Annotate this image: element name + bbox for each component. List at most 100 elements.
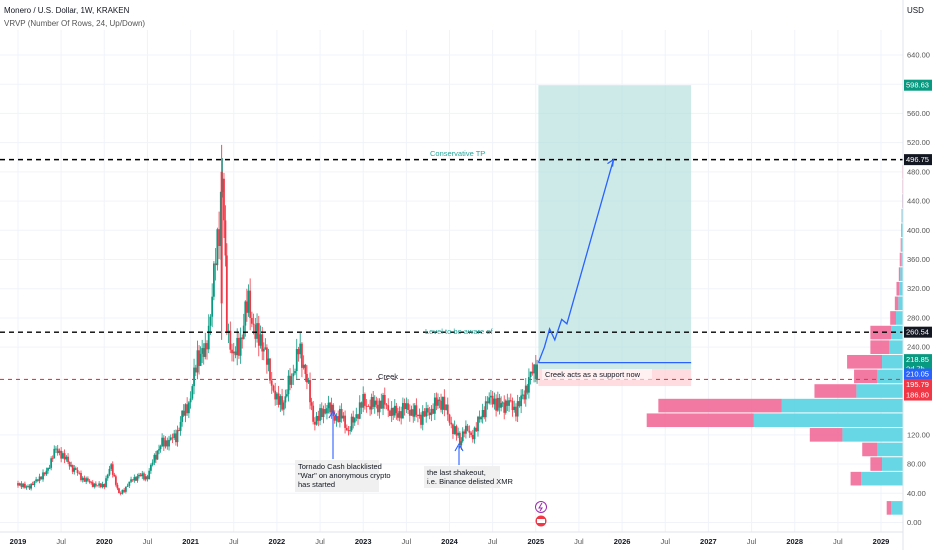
price-tag-current: 218.85 bbox=[906, 355, 929, 364]
candle-body bbox=[375, 401, 377, 405]
candle-body bbox=[49, 468, 51, 469]
candle-body bbox=[425, 408, 427, 416]
candle-body bbox=[147, 476, 149, 479]
candle-body bbox=[42, 472, 44, 479]
candle-body bbox=[328, 403, 330, 408]
candle-body bbox=[449, 415, 451, 423]
candle-body bbox=[87, 478, 89, 480]
candle-body bbox=[19, 483, 21, 485]
candle-body bbox=[380, 401, 382, 409]
take-profit-zone[interactable] bbox=[538, 85, 691, 369]
candle-body bbox=[427, 408, 429, 412]
time-tick-label: 2025 bbox=[527, 537, 544, 546]
candle-body bbox=[118, 488, 120, 493]
symbol-title[interactable]: Monero / U.S. Dollar, 1W, KRAKEN bbox=[4, 6, 129, 15]
candles-series bbox=[17, 145, 538, 495]
candle-body bbox=[191, 386, 193, 398]
candle-body bbox=[443, 397, 445, 410]
candle-body bbox=[93, 484, 95, 487]
vp-bar-up bbox=[877, 370, 903, 384]
candle-body bbox=[372, 397, 374, 407]
vp-bar-up bbox=[896, 311, 903, 325]
candle-body bbox=[210, 317, 212, 326]
candle-body bbox=[177, 430, 179, 442]
candle-body bbox=[258, 323, 260, 346]
candle-body bbox=[447, 405, 449, 415]
candle-body bbox=[141, 473, 143, 476]
price-tag-tp: 496.75 bbox=[906, 155, 929, 164]
vp-bar-up bbox=[782, 399, 903, 413]
candle-body bbox=[500, 403, 502, 408]
candle-body bbox=[437, 400, 439, 406]
candle-body bbox=[64, 453, 66, 459]
candle-body bbox=[367, 406, 369, 407]
candle-body bbox=[488, 397, 490, 403]
candle-body bbox=[465, 426, 467, 434]
candle-body bbox=[470, 433, 472, 435]
candle-body bbox=[47, 468, 49, 471]
candle-body bbox=[218, 229, 220, 246]
time-tick-label: 2023 bbox=[355, 537, 372, 546]
candle-body bbox=[46, 471, 48, 475]
candle-body bbox=[472, 435, 474, 439]
shakeout-note-line: the last shakeout, bbox=[427, 468, 486, 477]
candle-body bbox=[148, 471, 150, 479]
candle-body bbox=[382, 395, 384, 409]
indicator-label[interactable]: VRVP (Number Of Rows, 24, Up/Down) bbox=[4, 19, 145, 28]
candle-body bbox=[57, 449, 59, 453]
candle-body bbox=[407, 403, 409, 410]
candle-body bbox=[392, 408, 394, 416]
candle-body bbox=[233, 352, 235, 354]
candle-body bbox=[434, 398, 436, 414]
candle-body bbox=[477, 417, 479, 431]
candle-body bbox=[145, 476, 147, 479]
candle-body bbox=[493, 399, 495, 405]
candle-body bbox=[308, 380, 310, 382]
candle-body bbox=[89, 481, 91, 482]
candle-body bbox=[411, 409, 413, 416]
time-tick-label: 2022 bbox=[269, 537, 286, 546]
candle-body bbox=[474, 428, 476, 439]
candle-body bbox=[44, 472, 46, 474]
candle-body bbox=[117, 485, 119, 489]
candle-body bbox=[492, 396, 494, 405]
candle-body bbox=[303, 365, 305, 368]
time-tick-label: 2021 bbox=[182, 537, 199, 546]
vp-bar-up bbox=[856, 384, 903, 398]
price-tick-label: 240.00 bbox=[907, 343, 930, 352]
vp-bar-up bbox=[861, 472, 903, 486]
vp-bar-down bbox=[851, 472, 861, 486]
candle-body bbox=[60, 451, 62, 459]
time-tick-label: Jul bbox=[574, 537, 584, 546]
candle-body bbox=[422, 411, 424, 425]
candle-body bbox=[299, 344, 301, 355]
price-tick-label: 280.00 bbox=[907, 313, 930, 322]
candle-body bbox=[289, 376, 291, 385]
candle-body bbox=[505, 401, 507, 413]
candle-body bbox=[72, 465, 74, 472]
price-tick-label: 520.00 bbox=[907, 138, 930, 147]
candle-body bbox=[112, 464, 114, 475]
candle-body bbox=[269, 359, 271, 381]
vp-bar-down bbox=[870, 340, 889, 354]
lightning-icon[interactable] bbox=[536, 502, 547, 513]
price-axis: USD0.0040.0080.00120.00240.00280.00320.0… bbox=[903, 0, 932, 550]
candle-body bbox=[84, 478, 86, 482]
candle-body bbox=[412, 409, 414, 416]
candle-body bbox=[452, 424, 454, 434]
candle-body bbox=[399, 411, 401, 418]
candle-body bbox=[296, 349, 298, 371]
candle-body bbox=[467, 426, 469, 431]
candle-body bbox=[346, 428, 348, 430]
candle-body bbox=[457, 433, 459, 436]
candle-body bbox=[152, 463, 154, 465]
candle-body bbox=[334, 416, 336, 421]
chart-grid bbox=[0, 30, 903, 532]
candle-body bbox=[69, 462, 71, 466]
candle-body bbox=[306, 374, 308, 382]
time-tick-label: 2026 bbox=[614, 537, 631, 546]
candle-body bbox=[323, 409, 325, 417]
